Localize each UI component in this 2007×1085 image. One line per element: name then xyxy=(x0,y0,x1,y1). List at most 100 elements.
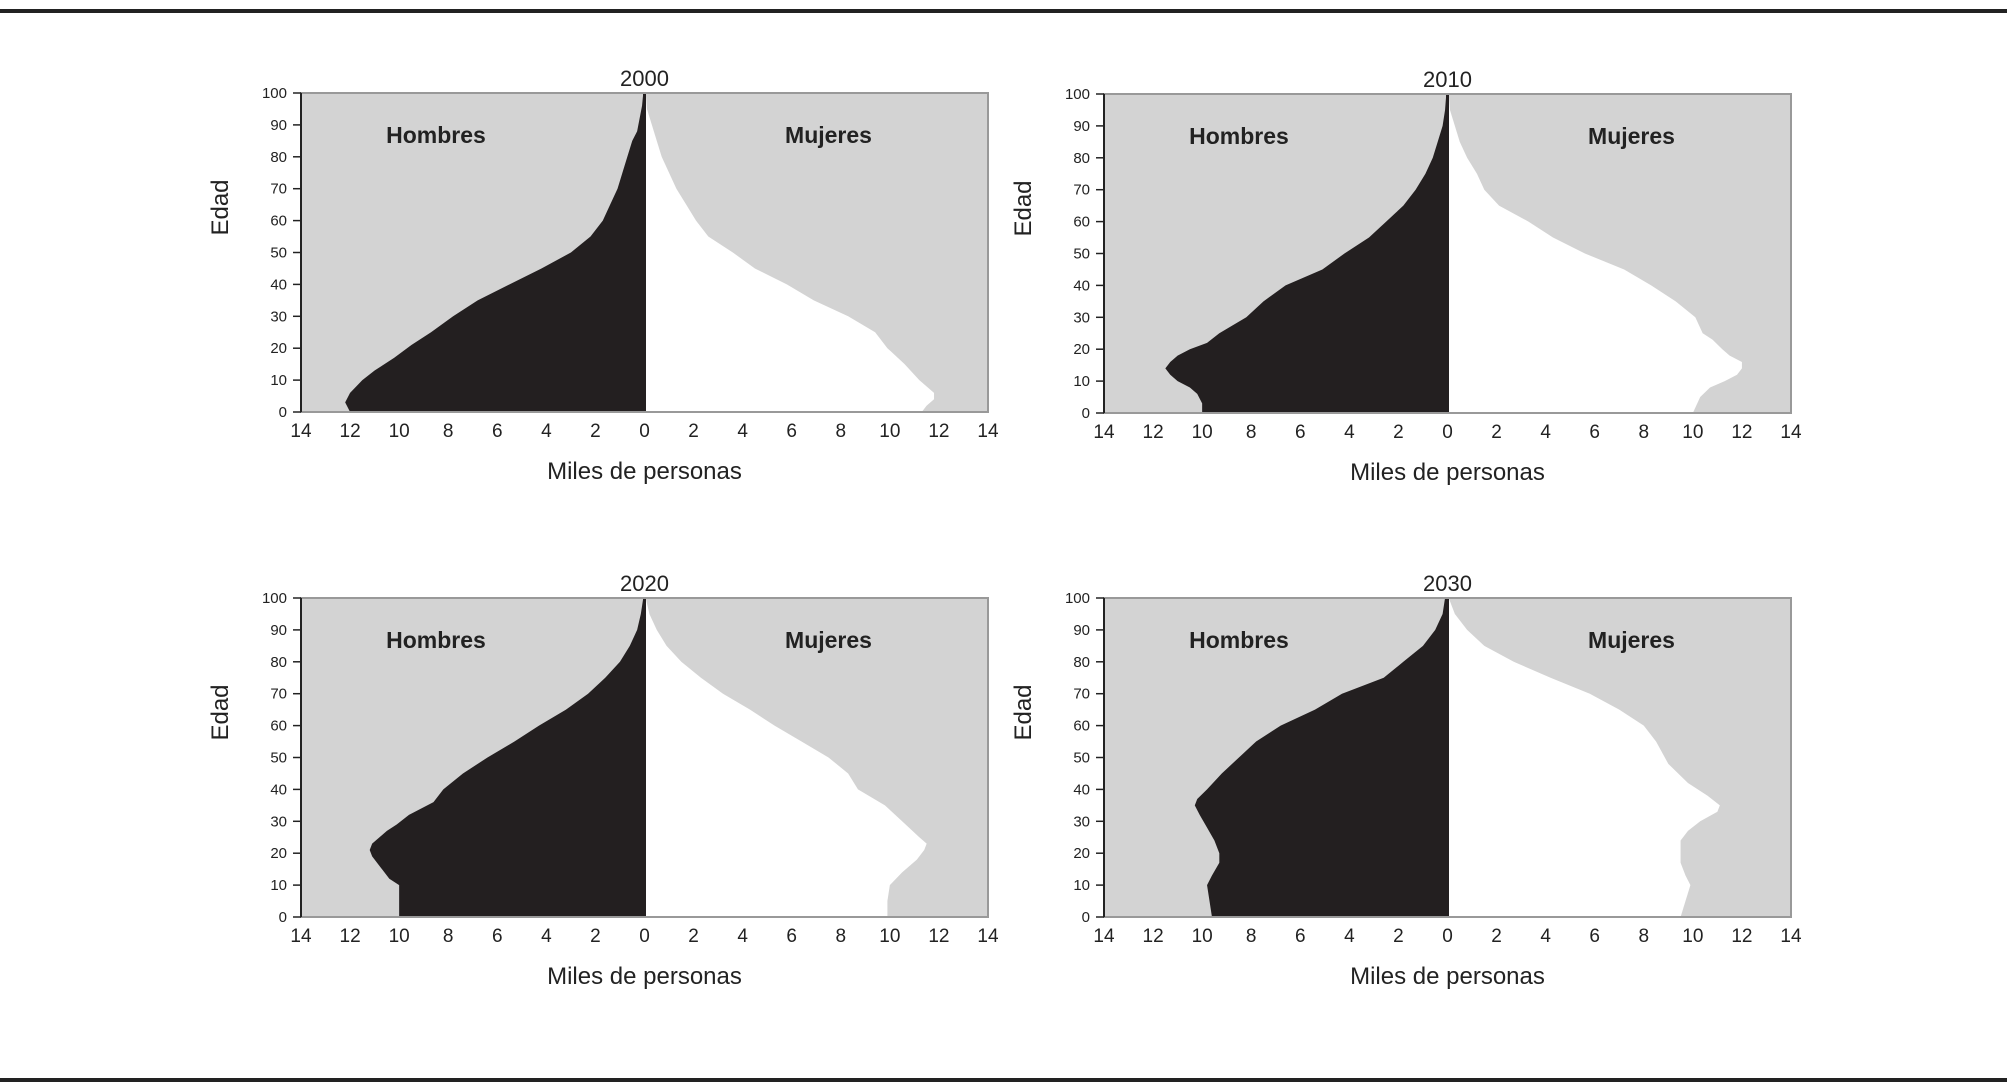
x-tick-label: 12 xyxy=(1731,926,1752,947)
y-tick-label: 70 xyxy=(1073,182,1090,199)
x-tick-label: 8 xyxy=(1246,422,1257,443)
y-tick-label: 50 xyxy=(1073,246,1090,263)
y-tick-label: 80 xyxy=(270,149,287,166)
y-tick-label: 0 xyxy=(1082,909,1090,926)
x-tick-label: 4 xyxy=(541,926,552,947)
x-axis-label: Miles de personas xyxy=(1350,459,1545,486)
y-tick-label: 30 xyxy=(270,813,287,830)
x-tick-label: 10 xyxy=(1192,926,1213,947)
y-tick-label: 50 xyxy=(1073,750,1090,767)
x-tick-label: 12 xyxy=(340,421,361,442)
x-tick-label: 2 xyxy=(1491,422,1502,443)
panel-title: 2030 xyxy=(1423,571,1472,596)
y-tick-label: 80 xyxy=(1073,654,1090,671)
men-label: Hombres xyxy=(1189,123,1289,149)
x-tick-label: 12 xyxy=(1731,422,1752,443)
y-tick-label: 70 xyxy=(1073,686,1090,703)
y-tick-label: 100 xyxy=(262,85,287,102)
y-tick-label: 100 xyxy=(1065,86,1090,103)
x-tick-label: 14 xyxy=(290,421,312,442)
y-tick-label: 20 xyxy=(1073,845,1090,862)
y-tick-label: 30 xyxy=(1073,309,1090,326)
top-rule xyxy=(0,9,2007,13)
x-tick-label: 2 xyxy=(688,926,699,947)
women-label: Mujeres xyxy=(1588,123,1675,149)
x-tick-label: 10 xyxy=(879,926,900,947)
series-area-hombres xyxy=(345,93,645,412)
pyramid-panel-2010: 2010 Edad Miles de personas Hombres Muje… xyxy=(1010,67,1802,486)
y-tick-label: 60 xyxy=(270,718,287,735)
x-tick-label: 0 xyxy=(1442,926,1453,947)
x-tick-label: 8 xyxy=(443,926,454,947)
x-tick-label: 10 xyxy=(1682,422,1703,443)
x-tick-label: 8 xyxy=(443,421,454,442)
y-tick-label: 60 xyxy=(270,213,287,230)
x-tick-label: 12 xyxy=(340,926,361,947)
x-tick-label: 6 xyxy=(1589,926,1600,947)
y-tick-label: 40 xyxy=(1073,277,1090,294)
men-label: Hombres xyxy=(1189,627,1289,653)
x-tick-label: 2 xyxy=(1393,422,1404,443)
series-area-mujeres xyxy=(644,93,935,412)
women-label: Mujeres xyxy=(785,122,872,148)
y-tick-label: 10 xyxy=(270,877,287,894)
x-tick-label: 10 xyxy=(389,926,410,947)
x-tick-label: 12 xyxy=(928,421,949,442)
x-axis-label: Miles de personas xyxy=(547,963,742,990)
x-tick-label: 10 xyxy=(1682,926,1703,947)
x-tick-label: 10 xyxy=(389,421,410,442)
y-axis-label: Edad xyxy=(207,684,234,740)
x-tick-label: 4 xyxy=(1540,422,1551,443)
x-tick-label: 6 xyxy=(786,421,797,442)
x-tick-label: 6 xyxy=(1295,422,1306,443)
pyramid-panel-2030: 2030 Edad Miles de personas Hombres Muje… xyxy=(1010,571,1802,990)
x-tick-label: 12 xyxy=(1143,422,1164,443)
series-area-mujeres xyxy=(1447,94,1742,413)
y-tick-label: 0 xyxy=(279,404,287,421)
men-label: Hombres xyxy=(386,627,486,653)
series-area-mujeres xyxy=(1447,598,1720,917)
x-tick-label: 10 xyxy=(1192,422,1213,443)
x-tick-label: 8 xyxy=(1638,422,1649,443)
women-label: Mujeres xyxy=(1588,627,1675,653)
y-tick-label: 80 xyxy=(1073,150,1090,167)
y-tick-label: 50 xyxy=(270,750,287,767)
y-axis-label: Edad xyxy=(1010,684,1037,740)
y-tick-label: 20 xyxy=(270,340,287,357)
panel-title: 2010 xyxy=(1423,67,1472,92)
y-tick-label: 0 xyxy=(279,909,287,926)
x-tick-label: 4 xyxy=(737,926,748,947)
series-area-hombres xyxy=(369,598,645,917)
y-tick-label: 0 xyxy=(1082,405,1090,422)
y-tick-label: 40 xyxy=(270,276,287,293)
x-tick-label: 8 xyxy=(1638,926,1649,947)
women-label: Mujeres xyxy=(785,627,872,653)
x-tick-label: 4 xyxy=(1540,926,1551,947)
y-tick-label: 20 xyxy=(1073,341,1090,358)
y-tick-label: 10 xyxy=(1073,877,1090,894)
x-tick-label: 4 xyxy=(1344,926,1355,947)
y-tick-label: 60 xyxy=(1073,214,1090,231)
x-tick-label: 14 xyxy=(290,926,312,947)
x-tick-label: 0 xyxy=(1442,422,1453,443)
y-tick-label: 30 xyxy=(1073,813,1090,830)
x-tick-label: 2 xyxy=(688,421,699,442)
series-area-hombres xyxy=(1194,598,1448,917)
x-tick-label: 10 xyxy=(879,421,900,442)
y-tick-label: 20 xyxy=(270,845,287,862)
x-tick-label: 6 xyxy=(786,926,797,947)
x-tick-label: 14 xyxy=(977,421,999,442)
x-tick-label: 4 xyxy=(1344,422,1355,443)
y-tick-label: 30 xyxy=(270,308,287,325)
y-tick-label: 40 xyxy=(1073,781,1090,798)
pyramid-panel-2000: 2000 Edad Miles de personas Hombres Muje… xyxy=(207,66,999,485)
x-tick-label: 6 xyxy=(492,421,503,442)
y-tick-label: 40 xyxy=(270,781,287,798)
x-tick-label: 2 xyxy=(590,926,601,947)
pyramid-panel-2020: 2020 Edad Miles de personas Hombres Muje… xyxy=(207,571,999,990)
y-tick-label: 90 xyxy=(1073,622,1090,639)
x-axis-label: Miles de personas xyxy=(547,458,742,485)
x-tick-label: 12 xyxy=(1143,926,1164,947)
bottom-rule xyxy=(0,1078,2007,1082)
